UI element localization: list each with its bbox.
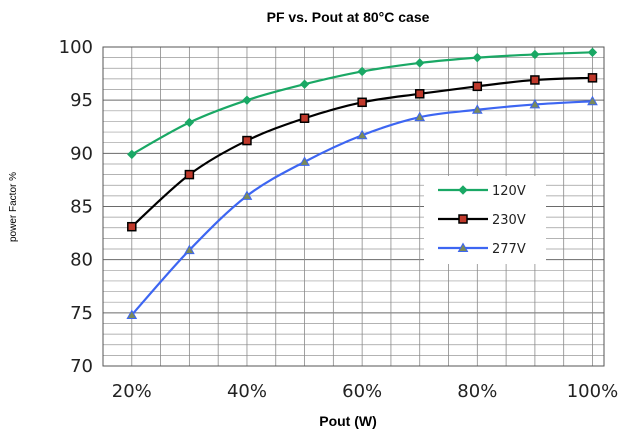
series-line-277V bbox=[130, 100, 593, 316]
x-axis-label: Pout (W) bbox=[319, 413, 377, 429]
y-tick-label: 75 bbox=[70, 303, 93, 324]
data-point-277V bbox=[299, 156, 310, 166]
data-point-277V bbox=[356, 129, 368, 140]
axis-layer: 70 75 80 85 90 95 100 20% 40% 60% 80% 100% bbox=[59, 37, 619, 402]
data-point-277V bbox=[414, 111, 426, 122]
data-point-230V bbox=[127, 221, 137, 232]
legend-item-230V: 230V bbox=[438, 213, 526, 228]
data-point-230V bbox=[472, 81, 483, 92]
plot-area bbox=[102, 46, 605, 367]
data-point-277V bbox=[126, 309, 138, 319]
x-tick-label: 40% bbox=[227, 381, 267, 402]
legend-label: 120V bbox=[492, 184, 526, 199]
series-layer bbox=[126, 47, 598, 319]
x-tick-label: 20% bbox=[112, 381, 152, 402]
data-point-277V bbox=[184, 244, 195, 255]
data-point-120V bbox=[184, 117, 195, 128]
x-tick-label: 60% bbox=[342, 381, 382, 402]
legend-marker bbox=[457, 242, 469, 252]
data-point-230V bbox=[414, 89, 425, 99]
data-point-120V bbox=[299, 79, 310, 89]
data-point-230V bbox=[357, 97, 367, 108]
data-point-120V bbox=[415, 58, 425, 68]
legend-marker bbox=[458, 214, 468, 224]
data-point-230V bbox=[530, 75, 540, 85]
data-point-120V bbox=[127, 149, 137, 160]
data-point-230V bbox=[299, 113, 310, 123]
y-tick-label: 80 bbox=[70, 250, 93, 271]
legend-label: 277V bbox=[492, 242, 526, 257]
data-point-230V bbox=[184, 169, 195, 180]
x-tick-label: 100% bbox=[567, 381, 618, 402]
chart-title: PF vs. Pout at 80°C case bbox=[267, 9, 430, 25]
series-120V bbox=[127, 47, 598, 160]
legend-label: 230V bbox=[492, 213, 526, 228]
series-277V bbox=[126, 95, 598, 319]
x-tick-label: 80% bbox=[457, 381, 497, 402]
data-point-120V bbox=[530, 49, 540, 60]
data-point-230V bbox=[587, 73, 598, 83]
y-tick-label: 70 bbox=[70, 356, 93, 377]
data-point-277V bbox=[241, 190, 253, 200]
data-point-120V bbox=[472, 52, 483, 63]
y-tick-label: 95 bbox=[70, 90, 93, 111]
legend-item-277V: 277V bbox=[438, 242, 526, 257]
y-tick-label: 85 bbox=[70, 197, 93, 218]
y-axis-label: power Factor % bbox=[8, 172, 19, 242]
data-point-277V bbox=[471, 104, 483, 114]
legend-marker bbox=[458, 185, 468, 195]
data-point-230V bbox=[242, 135, 252, 146]
data-point-120V bbox=[242, 95, 252, 105]
data-point-120V bbox=[587, 47, 598, 58]
y-tick-label: 100 bbox=[59, 37, 93, 58]
legend-item-120V: 120V bbox=[438, 184, 526, 199]
data-point-277V bbox=[529, 98, 541, 109]
data-point-120V bbox=[357, 66, 367, 77]
y-tick-label: 90 bbox=[70, 143, 93, 164]
legend: 120V 230V 277V bbox=[424, 176, 546, 264]
data-point-277V bbox=[587, 95, 598, 106]
series-230V bbox=[127, 73, 598, 232]
